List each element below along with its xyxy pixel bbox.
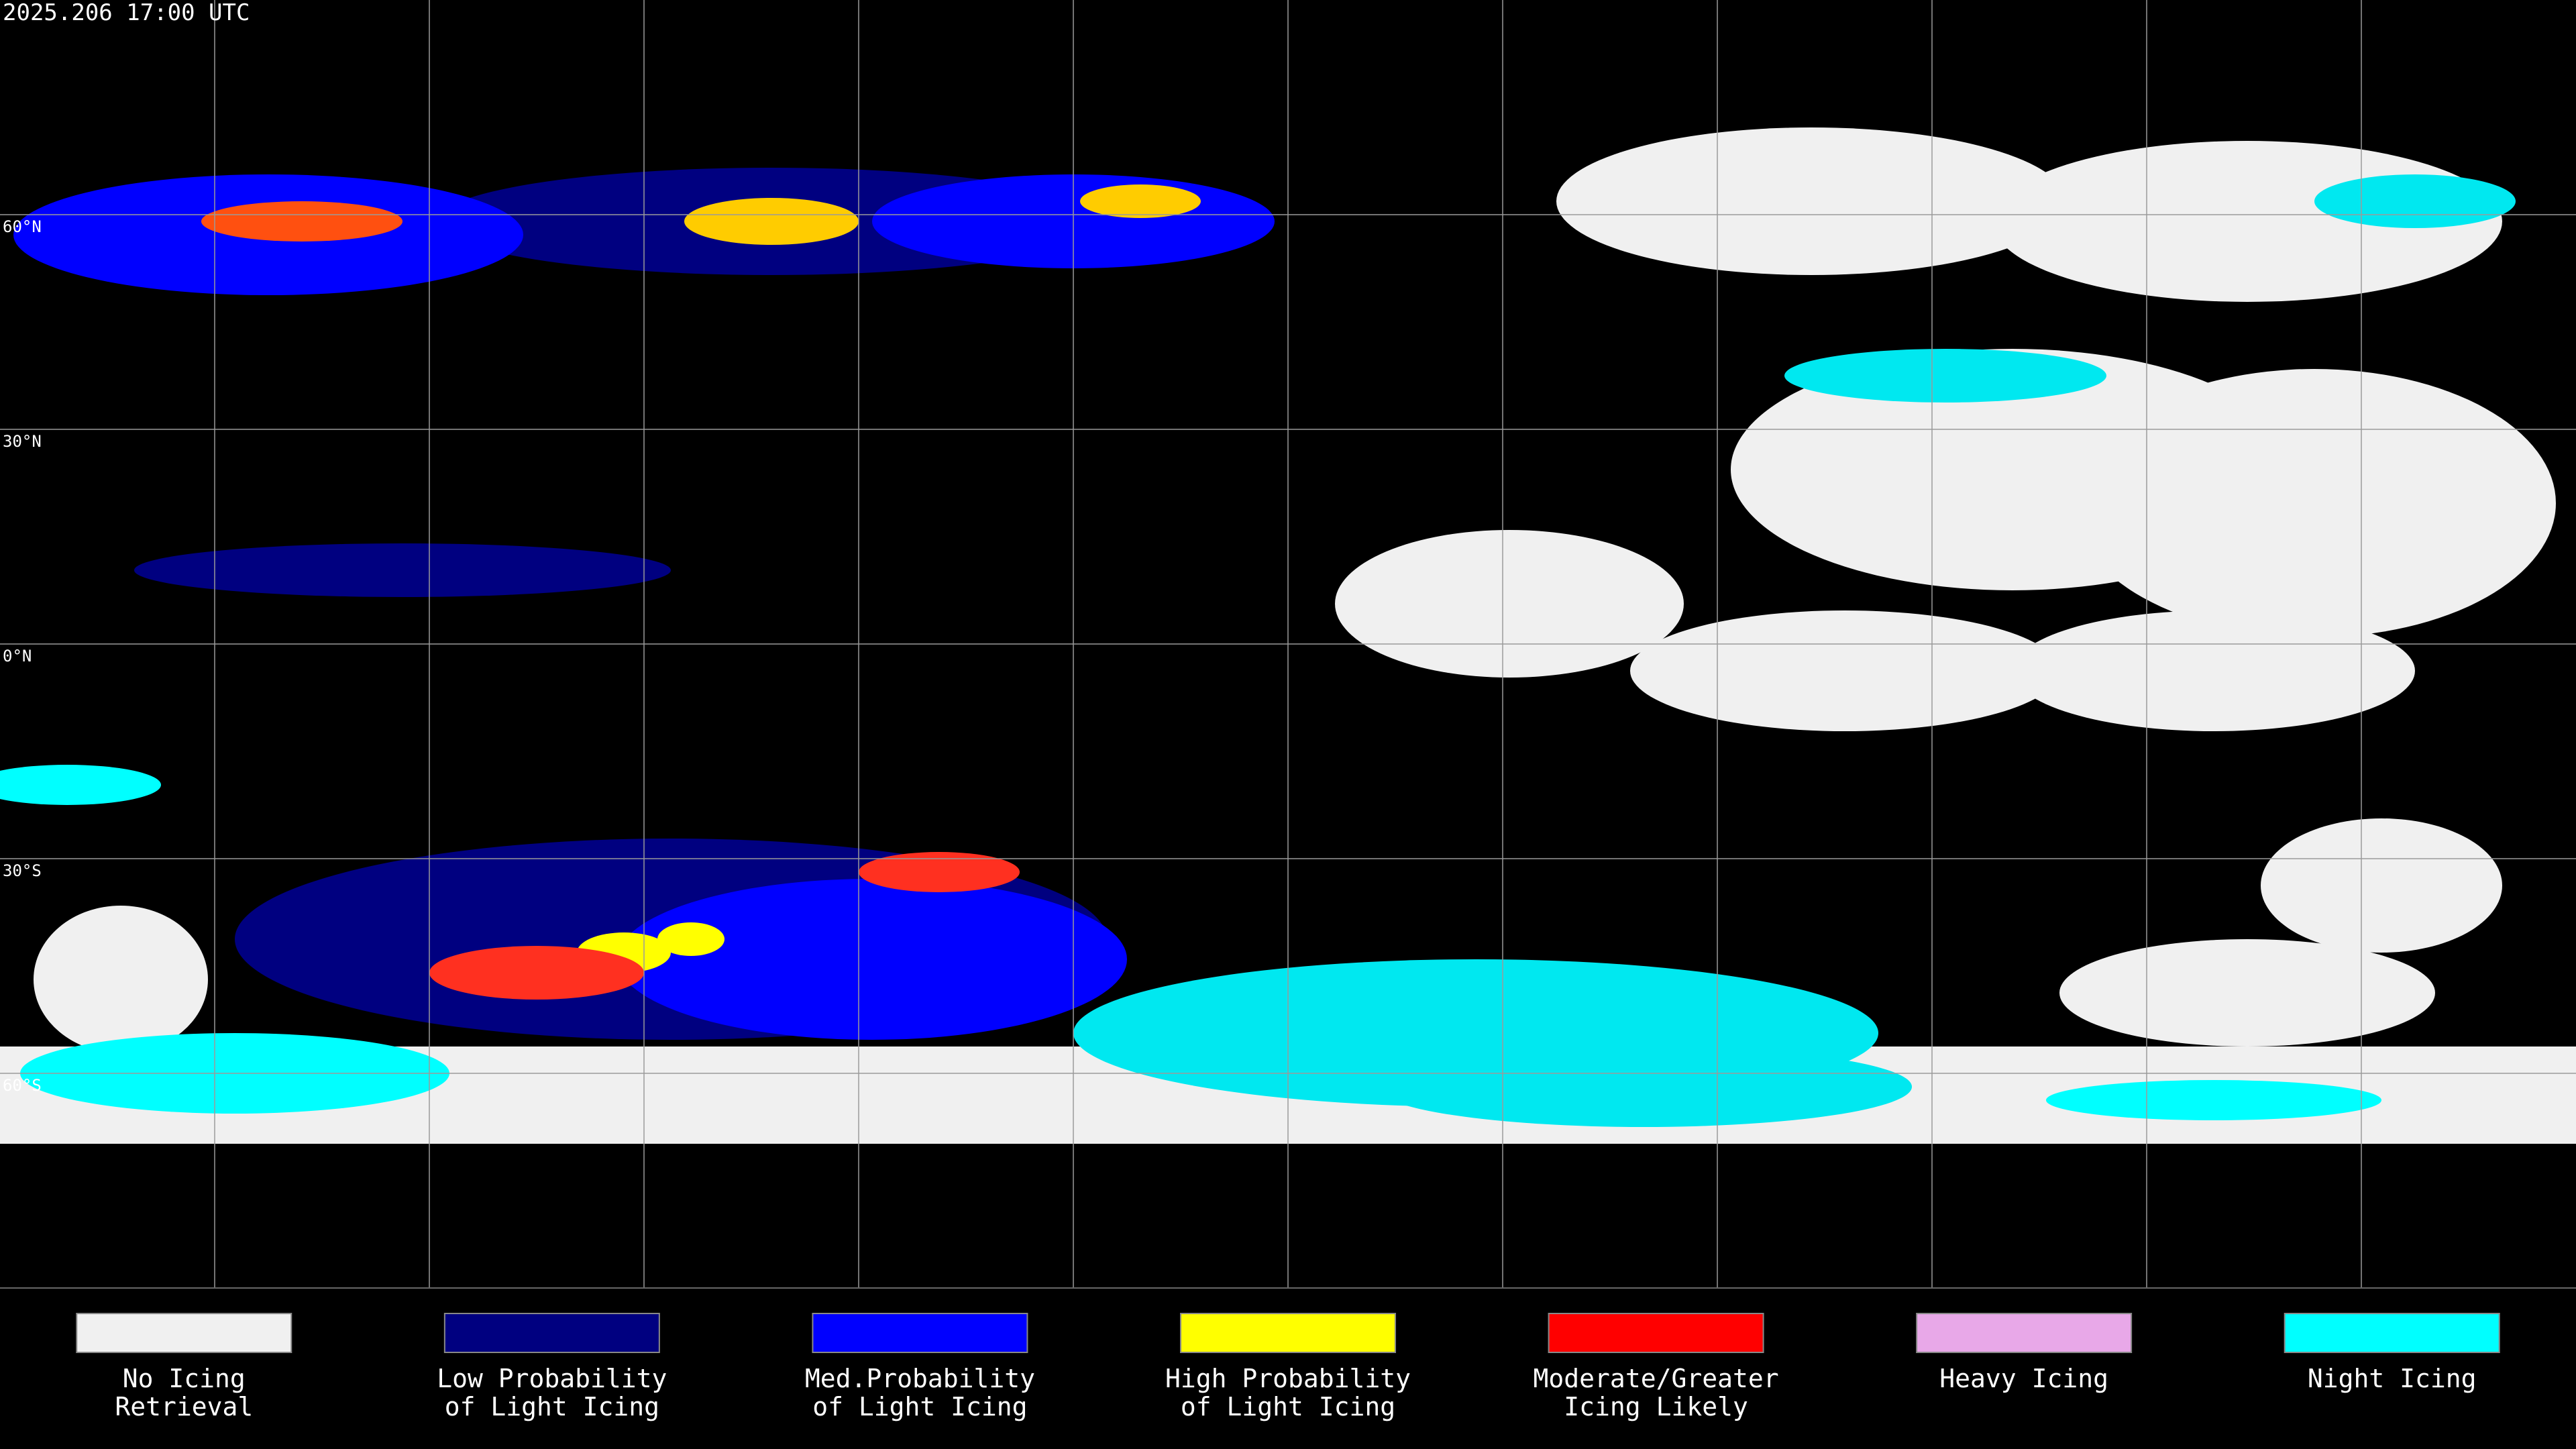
legend-label: Heavy Icing xyxy=(1939,1364,2108,1393)
legend-label: Retrieval xyxy=(115,1392,253,1421)
legend-swatch xyxy=(76,1313,292,1353)
cloud xyxy=(0,765,161,805)
legend-label: of Light Icing xyxy=(445,1392,659,1421)
cloud xyxy=(1080,184,1201,218)
cloud xyxy=(134,543,671,597)
cloud xyxy=(2059,939,2435,1046)
legend-label: Med.Probability xyxy=(805,1364,1035,1393)
legend-label: of Light Icing xyxy=(1181,1392,1395,1421)
legend-swatch xyxy=(812,1313,1028,1353)
cloud xyxy=(617,879,1127,1040)
cloud xyxy=(2046,1080,2381,1120)
legend-label: Night Icing xyxy=(2308,1364,2477,1393)
legend-swatch xyxy=(443,1313,660,1353)
legend-label: Low Probability xyxy=(437,1364,667,1393)
legend-swatch xyxy=(1916,1313,2133,1353)
cloud xyxy=(34,906,208,1053)
legend-swatch xyxy=(1548,1313,1764,1353)
latitude-label: 30°N xyxy=(3,432,42,451)
cloud xyxy=(657,922,724,956)
cloud xyxy=(2314,174,2516,228)
legend-label: Icing Likely xyxy=(1564,1392,1748,1421)
timestamp: 2025.206 17:00 UTC xyxy=(3,0,250,26)
cloud xyxy=(2261,818,2502,953)
legend-label: High Probability xyxy=(1165,1364,1411,1393)
latitude-label: 60°S xyxy=(3,1076,42,1095)
legend-swatch xyxy=(1180,1313,1396,1353)
latitude-label: 30°S xyxy=(3,861,42,880)
graticule: 60°N 30°N 0°N 30°S 60°S xyxy=(0,0,2576,1289)
cloud xyxy=(1784,349,2106,402)
cloud xyxy=(1630,610,2059,731)
cloud xyxy=(1556,127,2066,275)
cloud xyxy=(1335,530,1684,678)
latitude-label: 60°N xyxy=(3,217,42,236)
legend-label: Moderate/Greater xyxy=(1534,1364,1779,1393)
cloud xyxy=(2012,610,2415,731)
latitude-label: 0°N xyxy=(3,647,32,665)
cloud xyxy=(201,201,402,241)
cloud xyxy=(429,946,644,1000)
cloud xyxy=(859,852,1020,892)
cloud xyxy=(1375,1046,1912,1127)
legend-swatch xyxy=(2284,1313,2500,1353)
cloud xyxy=(2073,369,2556,637)
cloud xyxy=(684,198,859,245)
legend-label: No Icing xyxy=(123,1364,246,1393)
legend-label: of Light Icing xyxy=(812,1392,1027,1421)
